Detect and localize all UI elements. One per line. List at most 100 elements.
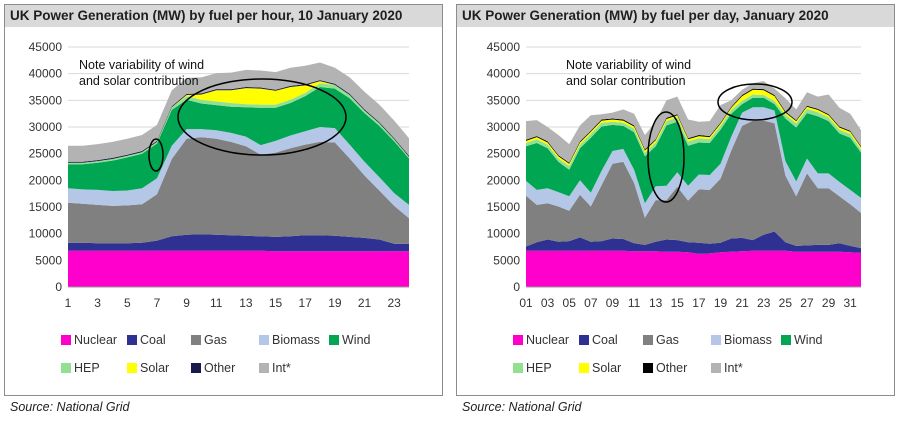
x-tick-label: 03 bbox=[541, 296, 555, 310]
legend-swatch-int bbox=[259, 363, 269, 373]
y-tick-label: 5000 bbox=[35, 253, 62, 267]
x-tick-label: 27 bbox=[800, 296, 814, 310]
legend-label-hep: HEP bbox=[526, 361, 552, 375]
legend-swatch-wind bbox=[329, 335, 339, 345]
x-tick-label: 11 bbox=[628, 296, 641, 310]
x-tick-label: 13 bbox=[239, 296, 253, 310]
legend-swatch-coal bbox=[127, 335, 137, 345]
x-tick-label: 09 bbox=[606, 296, 620, 310]
hourly-chart-source: Source: National Grid bbox=[10, 400, 130, 414]
legend-label-int: Int* bbox=[724, 361, 743, 375]
highlight-ellipse bbox=[717, 83, 793, 121]
y-tick-label: 45000 bbox=[487, 40, 521, 54]
legend-swatch-wind bbox=[781, 335, 791, 345]
legend-label-coal: Coal bbox=[140, 333, 166, 347]
y-tick-label: 10000 bbox=[487, 227, 521, 241]
area-series-solar bbox=[68, 81, 409, 163]
daily-chart-source: Source: National Grid bbox=[462, 400, 582, 414]
legend-swatch-gas bbox=[191, 335, 201, 345]
area-series-hep bbox=[526, 94, 861, 170]
daily-stacked-area-chart: 0 5000 10000 15000 20000 25000 30000 35000 40000… bbox=[487, 40, 861, 375]
x-tick-label: 07 bbox=[584, 296, 598, 310]
legend-label-hep: HEP bbox=[74, 361, 100, 375]
legend-label-biomass: Biomass bbox=[724, 333, 772, 347]
highlight-ellipse bbox=[148, 138, 164, 172]
hourly-stacked-area-chart: 0 5000 10000 15000 20000 25000 30000 35000 40000… bbox=[29, 40, 409, 375]
legend-swatch-nuclear bbox=[61, 335, 71, 345]
area-series-nuclear bbox=[526, 250, 861, 287]
legend-label-solar: Solar bbox=[592, 361, 621, 375]
legend-label-nuclear: Nuclear bbox=[74, 333, 117, 347]
area-series-biomass bbox=[526, 107, 861, 218]
legend-label-wind: Wind bbox=[342, 333, 371, 347]
y-tick-label: 20000 bbox=[487, 173, 521, 187]
legend-label-gas: Gas bbox=[204, 333, 227, 347]
area-series-gas bbox=[526, 120, 861, 249]
daily-chart-panel: UK Power Generation (MW) by fuel per day… bbox=[456, 4, 895, 396]
y-tick-label: 40000 bbox=[29, 67, 63, 81]
hourly-chart-panel: UK Power Generation (MW) by fuel per hou… bbox=[4, 4, 443, 396]
legend-label-other: Other bbox=[204, 361, 235, 375]
legend-swatch-hep bbox=[61, 363, 71, 373]
area-series-int bbox=[68, 62, 409, 162]
highlight-ellipse bbox=[647, 111, 685, 203]
area-series-gas bbox=[68, 137, 409, 244]
legend-swatch-solar bbox=[579, 363, 589, 373]
chart-note: Note variability of wind bbox=[566, 58, 691, 72]
chart-note: and solar contribution bbox=[566, 74, 686, 88]
x-tick-label: 15 bbox=[269, 296, 283, 310]
legend-swatch-biomass bbox=[711, 335, 721, 345]
y-tick-label: 40000 bbox=[487, 67, 521, 81]
x-tick-label: 5 bbox=[124, 296, 131, 310]
area-series-int bbox=[526, 81, 861, 163]
chart-note: Note variability of wind bbox=[79, 58, 204, 72]
y-tick-label: 30000 bbox=[29, 120, 63, 134]
legend-label-nuclear: Nuclear bbox=[526, 333, 569, 347]
area-series-coal bbox=[526, 231, 861, 254]
y-tick-label: 45000 bbox=[29, 40, 63, 54]
legend-swatch-coal bbox=[579, 335, 589, 345]
y-tick-label: 5000 bbox=[493, 253, 520, 267]
x-tick-label: 17 bbox=[692, 296, 706, 310]
x-tick-label: 23 bbox=[387, 296, 401, 310]
legend-label-solar: Solar bbox=[140, 361, 169, 375]
legend-label-coal: Coal bbox=[592, 333, 618, 347]
x-tick-label: 1 bbox=[65, 296, 72, 310]
y-tick-label: 0 bbox=[513, 280, 520, 294]
area-series-solar bbox=[526, 89, 861, 166]
legend-swatch-gas bbox=[643, 335, 653, 345]
legend-swatch-nuclear bbox=[513, 335, 523, 345]
legend-swatch-other bbox=[643, 363, 653, 373]
highlight-ellipse bbox=[177, 78, 347, 156]
y-tick-label: 15000 bbox=[487, 200, 521, 214]
y-tick-label: 30000 bbox=[487, 120, 521, 134]
y-tick-label: 0 bbox=[55, 280, 62, 294]
x-tick-label: 21 bbox=[358, 296, 372, 310]
legend-label-other: Other bbox=[656, 361, 687, 375]
legend-swatch-other bbox=[191, 363, 201, 373]
x-tick-label: 29 bbox=[822, 296, 836, 310]
x-tick-label: 9 bbox=[183, 296, 190, 310]
x-tick-label: 7 bbox=[154, 296, 161, 310]
area-series-other bbox=[526, 88, 861, 164]
y-tick-label: 25000 bbox=[487, 147, 521, 161]
hourly-chart-title: UK Power Generation (MW) by fuel per hou… bbox=[5, 5, 442, 27]
daily-chart-title: UK Power Generation (MW) by fuel per day… bbox=[457, 5, 894, 27]
legend-swatch-biomass bbox=[259, 335, 269, 345]
y-tick-label: 20000 bbox=[29, 173, 63, 187]
x-tick-label: 3 bbox=[94, 296, 101, 310]
x-tick-label: 01 bbox=[519, 296, 533, 310]
y-tick-label: 10000 bbox=[29, 227, 63, 241]
y-tick-label: 35000 bbox=[487, 93, 521, 107]
x-tick-label: 15 bbox=[671, 296, 685, 310]
x-tick-label: 25 bbox=[779, 296, 793, 310]
x-tick-label: 11 bbox=[210, 296, 223, 310]
legend-swatch-int bbox=[711, 363, 721, 373]
x-tick-label: 05 bbox=[563, 296, 577, 310]
legend-swatch-solar bbox=[127, 363, 137, 373]
legend-swatch-hep bbox=[513, 363, 523, 373]
x-tick-label: 19 bbox=[714, 296, 728, 310]
area-series-wind bbox=[526, 97, 861, 204]
area-series-biomass bbox=[68, 127, 409, 219]
y-tick-label: 15000 bbox=[29, 200, 63, 214]
